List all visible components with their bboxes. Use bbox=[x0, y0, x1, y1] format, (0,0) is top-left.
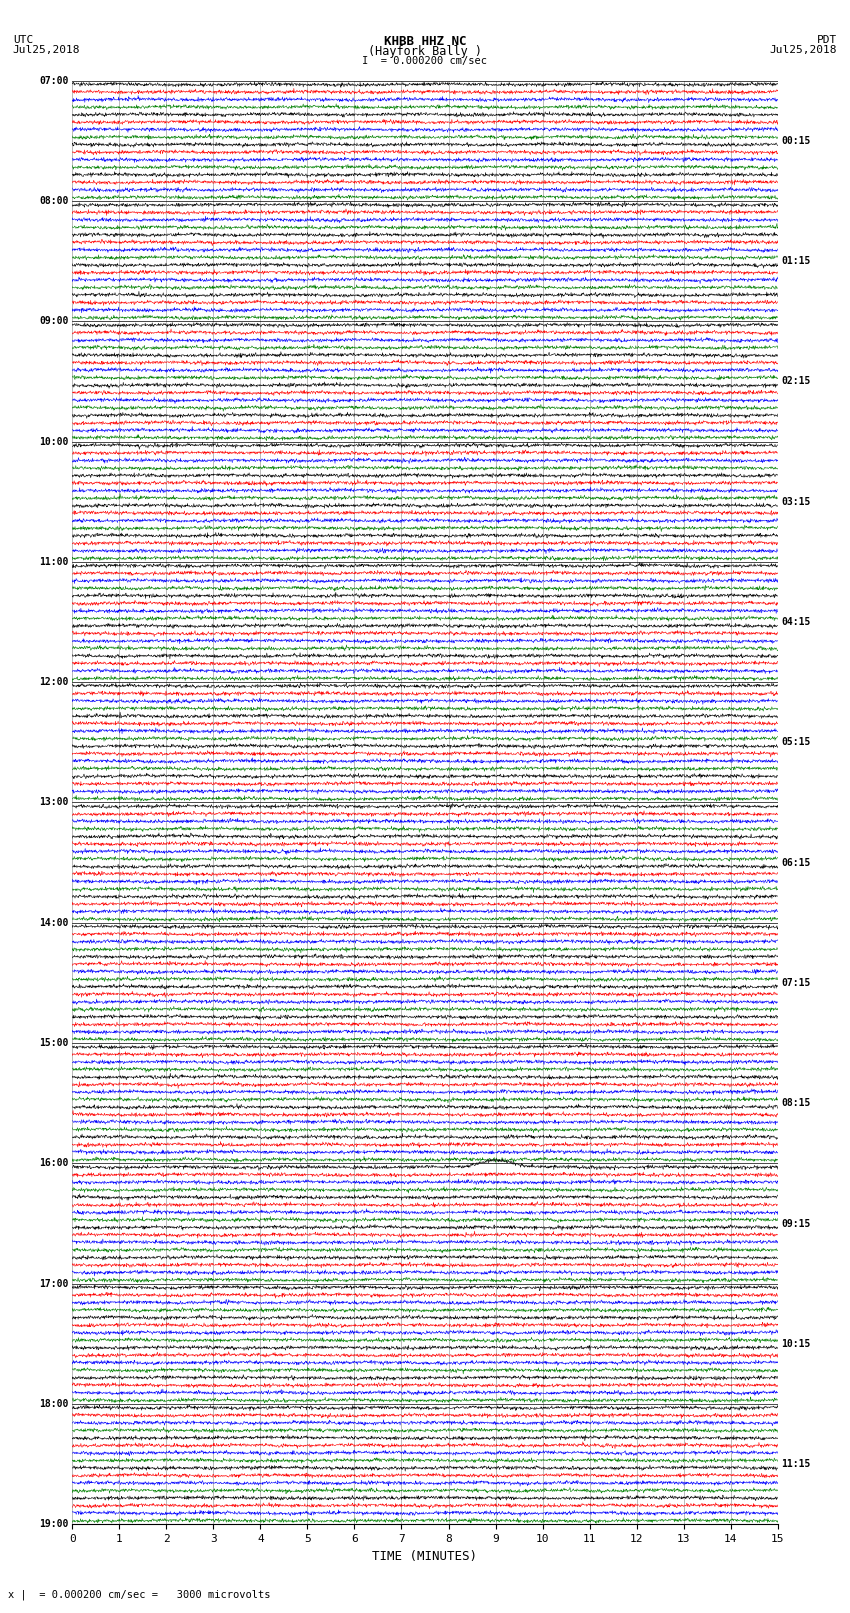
Text: 18:00: 18:00 bbox=[39, 1398, 69, 1410]
Text: I  = 0.000200 cm/sec: I = 0.000200 cm/sec bbox=[362, 56, 488, 66]
Text: 04:15: 04:15 bbox=[781, 618, 811, 627]
Text: 16:00: 16:00 bbox=[39, 1158, 69, 1168]
Text: 09:00: 09:00 bbox=[39, 316, 69, 326]
Text: 13:00: 13:00 bbox=[39, 797, 69, 808]
Text: Jul25,2018: Jul25,2018 bbox=[13, 45, 80, 55]
Text: 14:00: 14:00 bbox=[39, 918, 69, 927]
Text: 11:00: 11:00 bbox=[39, 556, 69, 566]
Text: 03:15: 03:15 bbox=[781, 497, 811, 506]
Text: 10:00: 10:00 bbox=[39, 437, 69, 447]
Text: 02:15: 02:15 bbox=[781, 376, 811, 387]
Text: 17:00: 17:00 bbox=[39, 1279, 69, 1289]
Text: 07:00: 07:00 bbox=[39, 76, 69, 85]
Text: 00:15: 00:15 bbox=[781, 135, 811, 145]
Text: 08:15: 08:15 bbox=[781, 1098, 811, 1108]
Text: 01:15: 01:15 bbox=[781, 256, 811, 266]
Text: UTC: UTC bbox=[13, 35, 33, 45]
Text: x |  = 0.000200 cm/sec =   3000 microvolts: x | = 0.000200 cm/sec = 3000 microvolts bbox=[8, 1589, 271, 1600]
Text: 10:15: 10:15 bbox=[781, 1339, 811, 1348]
Text: 07:15: 07:15 bbox=[781, 977, 811, 987]
Text: 12:00: 12:00 bbox=[39, 677, 69, 687]
Text: 19:00: 19:00 bbox=[39, 1519, 69, 1529]
Text: PDT: PDT bbox=[817, 35, 837, 45]
Text: 15:00: 15:00 bbox=[39, 1039, 69, 1048]
Text: 11:15: 11:15 bbox=[781, 1460, 811, 1469]
Text: KHBB HHZ NC: KHBB HHZ NC bbox=[383, 35, 467, 48]
Text: 08:00: 08:00 bbox=[39, 195, 69, 206]
Text: (Hayfork Bally ): (Hayfork Bally ) bbox=[368, 45, 482, 58]
Text: 06:15: 06:15 bbox=[781, 858, 811, 868]
Text: 09:15: 09:15 bbox=[781, 1218, 811, 1229]
Text: Jul25,2018: Jul25,2018 bbox=[770, 45, 837, 55]
X-axis label: TIME (MINUTES): TIME (MINUTES) bbox=[372, 1550, 478, 1563]
Text: 05:15: 05:15 bbox=[781, 737, 811, 747]
